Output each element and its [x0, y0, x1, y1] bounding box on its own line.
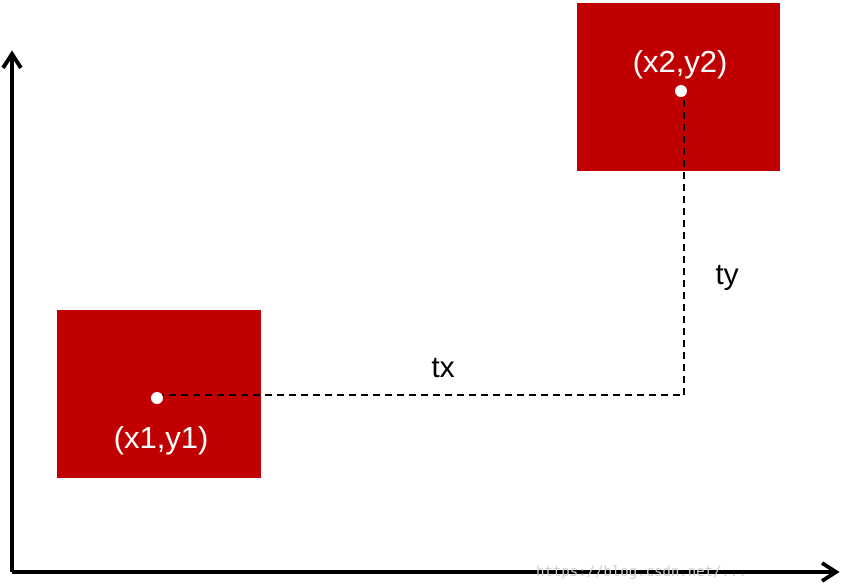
- box-2-label: (x2,y2): [633, 44, 728, 79]
- watermark-text: https://blog.csdn.net/...: [536, 564, 747, 580]
- y-axis-arrowhead: [1, 50, 23, 70]
- box-1-label: (x1,y1): [114, 420, 209, 455]
- point-2: [675, 85, 687, 97]
- point-1: [151, 392, 163, 404]
- ty-label: ty: [715, 258, 738, 291]
- tx-label: tx: [431, 351, 454, 384]
- axes: [1, 50, 840, 583]
- x-axis-arrowhead: [820, 561, 840, 583]
